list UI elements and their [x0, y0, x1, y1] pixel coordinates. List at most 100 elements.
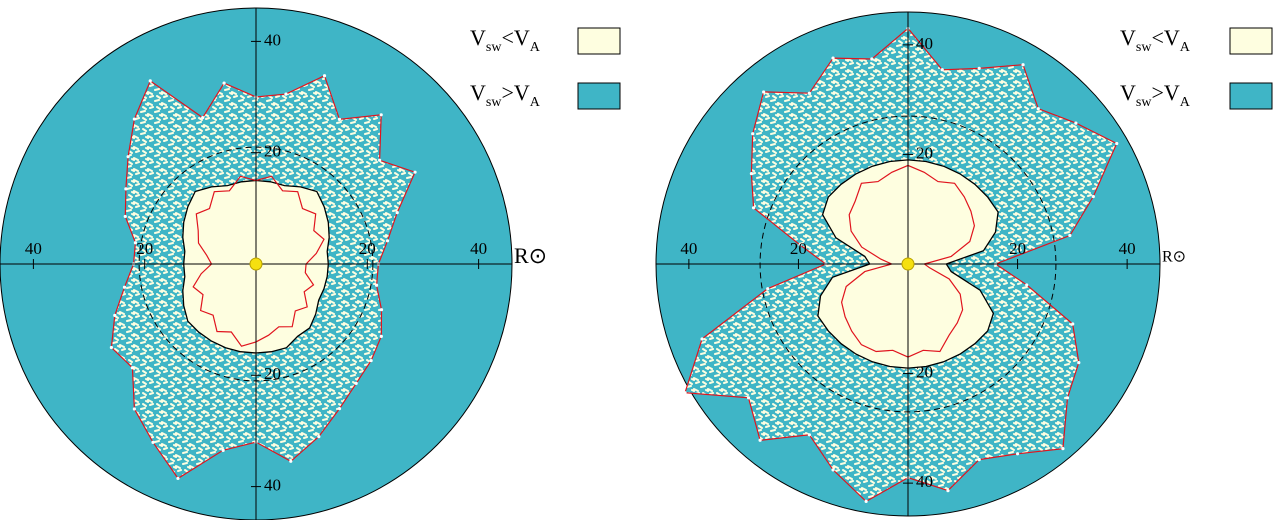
- legend-text: <V: [501, 25, 529, 50]
- profile-point: [133, 241, 138, 245]
- profile-point: [831, 56, 835, 60]
- profile-point: [126, 155, 130, 159]
- profile-point: [1071, 322, 1075, 326]
- legend-swatch: [1229, 27, 1273, 55]
- profile-point: [1015, 452, 1020, 456]
- profile-point: [749, 172, 754, 176]
- legend-text: A: [530, 40, 541, 55]
- legend-swatch: [577, 27, 621, 55]
- tick-label: 20: [264, 364, 281, 383]
- tick-label: 20: [359, 239, 376, 258]
- legend-text: V: [470, 25, 486, 50]
- legend-text: <V: [1151, 25, 1179, 50]
- profile-point: [762, 90, 766, 94]
- legend-label: Vsw>VA: [1120, 80, 1191, 110]
- tick-label: 20: [916, 143, 933, 162]
- legend-label: Vsw>VA: [470, 80, 541, 110]
- profile-point: [132, 117, 136, 121]
- profile-point: [284, 92, 288, 96]
- sun: [901, 257, 915, 271]
- legend-text: sw: [1136, 95, 1152, 110]
- profile-point: [746, 396, 751, 400]
- profile-point: [322, 74, 327, 78]
- profile-point: [337, 406, 342, 411]
- legend-swatch: [1229, 82, 1273, 110]
- profile-point: [1061, 447, 1065, 451]
- profile-point: [977, 66, 981, 70]
- profile-point: [221, 448, 225, 452]
- legend-text: A: [530, 95, 541, 110]
- tick-label: 40: [264, 476, 281, 495]
- profile-point: [1115, 141, 1119, 146]
- tick-label: 20: [136, 239, 153, 258]
- profile-point: [1036, 107, 1040, 111]
- unit-label: R⊙: [1162, 249, 1186, 266]
- sun: [249, 257, 263, 271]
- profile-point: [395, 211, 399, 215]
- profile-point: [683, 391, 687, 395]
- profile-point: [1068, 233, 1072, 238]
- profile-point: [1025, 283, 1029, 287]
- legend-swatch: [577, 82, 621, 110]
- profile-point: [113, 313, 117, 317]
- profile-point: [123, 214, 127, 219]
- profile-point: [751, 206, 756, 210]
- profile-point: [132, 407, 136, 411]
- profile-point: [807, 433, 811, 437]
- profile-point: [940, 68, 944, 72]
- tick-label: 20: [790, 239, 807, 258]
- profile-point: [379, 113, 383, 117]
- tick-label: 40: [1119, 239, 1136, 258]
- profile-point: [378, 158, 382, 162]
- legend-text: A: [1180, 40, 1191, 55]
- legend-text: A: [1180, 95, 1191, 110]
- profile-point: [369, 358, 373, 363]
- profile-point: [1021, 63, 1025, 67]
- profile-point: [758, 438, 762, 442]
- profile-point: [176, 476, 180, 481]
- profile-point: [222, 81, 226, 85]
- legend-text: sw: [486, 95, 502, 110]
- tick-label: 20: [264, 142, 281, 161]
- profile-point: [109, 345, 114, 350]
- profile-point: [289, 459, 293, 463]
- profile-point: [130, 366, 134, 370]
- profile-point: [1074, 121, 1078, 125]
- profile-point: [751, 132, 755, 136]
- profile-point: [317, 434, 321, 439]
- profile-point: [379, 334, 383, 338]
- profile-point: [379, 308, 384, 312]
- profile-point: [946, 488, 950, 493]
- tick-label: 40: [916, 34, 933, 53]
- profile-point: [864, 499, 868, 503]
- profile-point: [413, 170, 417, 174]
- profile-point: [151, 440, 155, 444]
- profile-point: [700, 337, 704, 341]
- tick-label: 20: [916, 362, 933, 381]
- profile-point: [807, 91, 811, 95]
- tick-label: 40: [680, 239, 697, 258]
- legend-text: sw: [1136, 40, 1152, 55]
- legend-label: Vsw<VA: [470, 25, 541, 55]
- profile-point: [354, 381, 358, 385]
- legend-text: V: [1120, 80, 1136, 105]
- profile-point: [1077, 361, 1081, 365]
- profile-point: [124, 187, 128, 191]
- legend-text: >V: [1151, 80, 1179, 105]
- profile-point: [798, 243, 802, 247]
- profile-point: [374, 283, 379, 287]
- profile-point: [337, 117, 342, 122]
- profile-point: [201, 115, 205, 120]
- unit-label: R⊙: [514, 243, 547, 268]
- legend-text: V: [1120, 25, 1136, 50]
- profile-point: [122, 285, 127, 289]
- profile-point: [977, 458, 981, 462]
- legend-text: sw: [486, 40, 502, 55]
- tick-label: 40: [916, 472, 933, 491]
- legend-label: Vsw<VA: [1120, 25, 1191, 55]
- tick-label: 20: [1009, 239, 1026, 258]
- tick-label: 40: [264, 30, 281, 49]
- tick-label: 40: [25, 239, 42, 258]
- profile-point: [148, 79, 152, 83]
